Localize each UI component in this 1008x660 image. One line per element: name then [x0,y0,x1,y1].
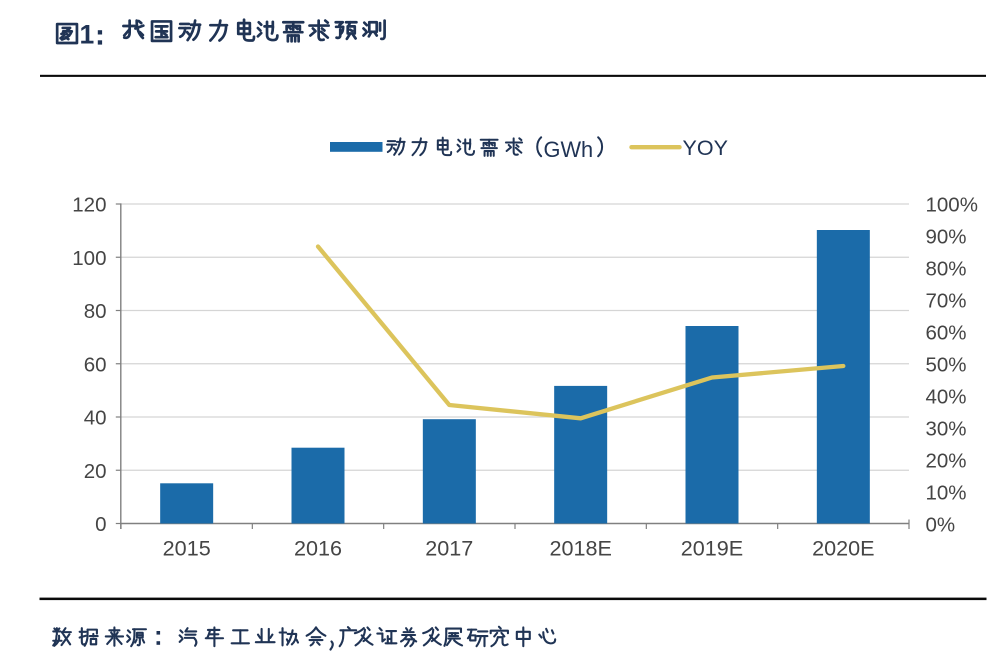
svg-text:40%: 40% [926,386,967,409]
svg-text:120: 120 [72,194,106,217]
svg-text:1: 1 [80,20,95,50]
svg-text:90%: 90% [926,226,967,249]
svg-text:20%: 20% [926,450,967,473]
svg-text:50%: 50% [926,354,967,377]
svg-text:2019E: 2019E [681,536,743,561]
svg-text:70%: 70% [926,290,967,313]
svg-text:2020E: 2020E [812,536,874,561]
svg-text:100%: 100% [926,194,978,217]
svg-text:80%: 80% [926,258,967,281]
svg-text:GWh: GWh [544,137,594,162]
svg-text:60%: 60% [926,322,967,345]
svg-text:40: 40 [84,407,107,430]
svg-text:0%: 0% [926,514,956,537]
svg-text:10%: 10% [926,482,967,505]
svg-text:100: 100 [72,247,106,270]
svg-text:2016: 2016 [294,536,342,561]
svg-text:60: 60 [84,353,107,376]
svg-text:2017: 2017 [425,536,473,561]
svg-text:80: 80 [84,300,107,323]
svg-text:30%: 30% [926,418,967,441]
svg-text:2018E: 2018E [549,536,611,561]
svg-text:YOY: YOY [683,136,728,160]
svg-text:0: 0 [95,513,106,536]
svg-text:2015: 2015 [163,536,211,561]
svg-text:20: 20 [84,460,107,483]
